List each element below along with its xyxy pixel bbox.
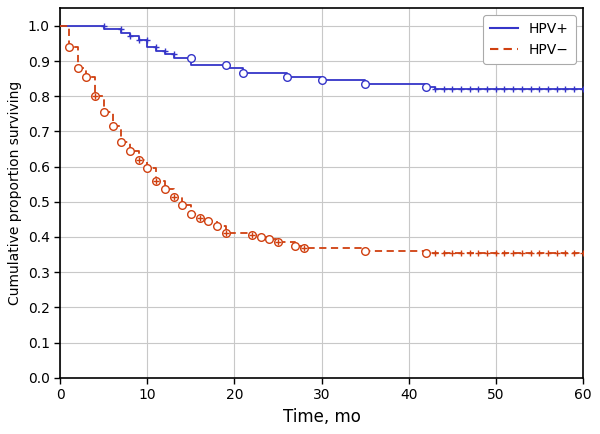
Y-axis label: Cumulative proportion surviving: Cumulative proportion surviving <box>8 81 22 305</box>
Legend: HPV+, HPV−: HPV+, HPV− <box>483 15 576 64</box>
X-axis label: Time, mo: Time, mo <box>283 408 361 426</box>
